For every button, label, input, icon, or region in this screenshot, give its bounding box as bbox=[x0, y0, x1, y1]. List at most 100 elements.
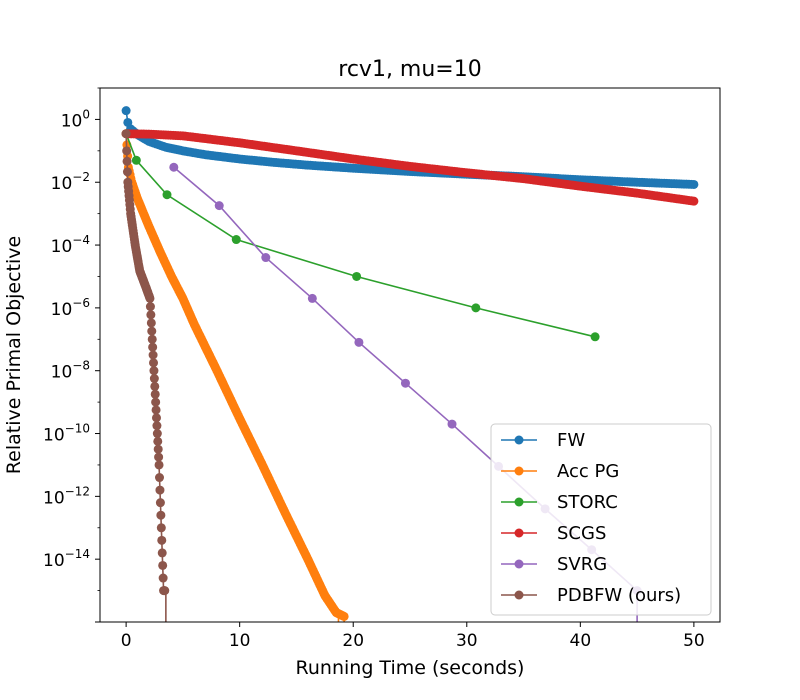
data-point bbox=[352, 271, 362, 281]
data-point bbox=[689, 196, 699, 206]
legend-box bbox=[490, 423, 712, 616]
data-point bbox=[354, 337, 364, 347]
x-tick-label: 20 bbox=[342, 631, 364, 651]
y-tick-exponent: −6 bbox=[72, 296, 90, 310]
data-point bbox=[156, 523, 166, 533]
y-tick-label: 10−14 bbox=[43, 547, 90, 571]
data-point bbox=[151, 397, 161, 407]
data-point bbox=[148, 342, 158, 352]
data-point bbox=[155, 498, 165, 508]
data-point bbox=[151, 413, 161, 423]
legend-label: FW bbox=[557, 430, 585, 451]
data-point bbox=[149, 374, 159, 384]
legend-item-svrg: SVRG bbox=[501, 554, 607, 575]
y-tick-label: 10−6 bbox=[51, 296, 90, 320]
data-point bbox=[154, 460, 164, 470]
x-axis: 0 10 20 30 40 50 bbox=[121, 622, 705, 651]
legend-item-acc-pg: Acc PG bbox=[501, 461, 619, 482]
x-tick-label: 50 bbox=[683, 631, 705, 651]
legend-item-storc: STORC bbox=[501, 492, 618, 513]
data-point bbox=[169, 162, 179, 172]
legend-label: Acc PG bbox=[557, 461, 619, 482]
legend-item-scgs: SCGS bbox=[501, 523, 606, 544]
data-point bbox=[146, 318, 156, 328]
legend-item-pdbfw-ours: PDBFW (ours) bbox=[501, 585, 681, 606]
data-point bbox=[214, 201, 224, 211]
data-point bbox=[153, 436, 163, 446]
x-axis-label: Running Time (seconds) bbox=[296, 657, 525, 679]
data-point bbox=[122, 167, 132, 177]
legend: FW Acc PG STORC SCGS SVRG PDBFW (ours) bbox=[490, 423, 712, 616]
y-tick-exponent: −4 bbox=[72, 233, 90, 247]
x-tick-label: 0 bbox=[121, 631, 132, 651]
y-tick-label: 10−4 bbox=[51, 233, 90, 257]
data-point bbox=[150, 381, 160, 391]
data-point bbox=[122, 156, 132, 166]
data-point bbox=[157, 548, 167, 558]
data-point bbox=[152, 429, 162, 439]
y-tick-label: 100 bbox=[61, 107, 90, 131]
data-point bbox=[149, 358, 159, 368]
y-tick-exponent: −10 bbox=[65, 422, 90, 436]
plot-frame bbox=[99, 87, 721, 623]
legend-marker bbox=[514, 590, 524, 600]
data-point bbox=[147, 334, 157, 344]
data-point bbox=[158, 560, 168, 570]
data-point bbox=[122, 146, 132, 156]
data-point bbox=[148, 350, 158, 360]
legend-label: STORC bbox=[557, 492, 618, 513]
y-tick-exponent: −14 bbox=[65, 547, 90, 561]
legend-label: SVRG bbox=[557, 554, 607, 575]
data-point bbox=[471, 303, 481, 313]
legend-marker bbox=[514, 435, 524, 445]
data-point bbox=[155, 473, 164, 483]
y-axis-label: Relative Primal Objective bbox=[3, 236, 25, 474]
data-point bbox=[150, 389, 160, 399]
data-point bbox=[146, 310, 156, 320]
data-point bbox=[261, 253, 271, 263]
data-point bbox=[231, 235, 241, 245]
chart-title: rcv1, mu=10 bbox=[338, 57, 481, 82]
data-point bbox=[160, 586, 170, 596]
data-point bbox=[152, 421, 162, 431]
y-tick-base: 10 bbox=[43, 488, 65, 508]
data-point bbox=[447, 419, 457, 429]
data-point bbox=[145, 293, 155, 303]
series-acc-pg bbox=[121, 129, 349, 622]
x-tick-label: 40 bbox=[570, 631, 592, 651]
legend-label: PDBFW (ours) bbox=[557, 585, 681, 606]
legend-item-fw: FW bbox=[501, 430, 585, 451]
y-tick-label: 10−12 bbox=[43, 484, 90, 508]
legend-marker bbox=[514, 466, 524, 476]
y-tick-base: 10 bbox=[43, 426, 65, 446]
data-point bbox=[145, 302, 155, 312]
y-tick-exponent: −2 bbox=[72, 170, 90, 184]
legend-marker bbox=[514, 559, 524, 569]
y-tick-exponent: −8 bbox=[72, 359, 90, 373]
data-point bbox=[689, 179, 699, 189]
y-tick-base: 10 bbox=[51, 174, 73, 194]
y-tick-base: 10 bbox=[61, 111, 83, 131]
data-point bbox=[131, 155, 141, 165]
data-point bbox=[151, 405, 161, 415]
x-tick-label: 30 bbox=[456, 631, 478, 651]
legend-marker bbox=[514, 497, 524, 507]
data-point bbox=[121, 106, 131, 116]
series-layer bbox=[121, 106, 699, 622]
data-point bbox=[149, 366, 159, 376]
y-tick-base: 10 bbox=[43, 551, 65, 571]
data-point bbox=[147, 326, 157, 336]
series-scgs bbox=[121, 129, 699, 206]
y-tick-label: 10−10 bbox=[43, 422, 90, 446]
data-point bbox=[158, 573, 168, 583]
data-point bbox=[156, 510, 166, 520]
data-point bbox=[307, 293, 317, 303]
series-pdbfw-ours bbox=[121, 129, 170, 622]
data-point bbox=[400, 378, 410, 388]
data-point bbox=[157, 535, 167, 545]
y-tick-exponent: 0 bbox=[82, 107, 90, 121]
y-tick-exponent: −12 bbox=[65, 484, 90, 498]
data-point bbox=[590, 332, 600, 342]
